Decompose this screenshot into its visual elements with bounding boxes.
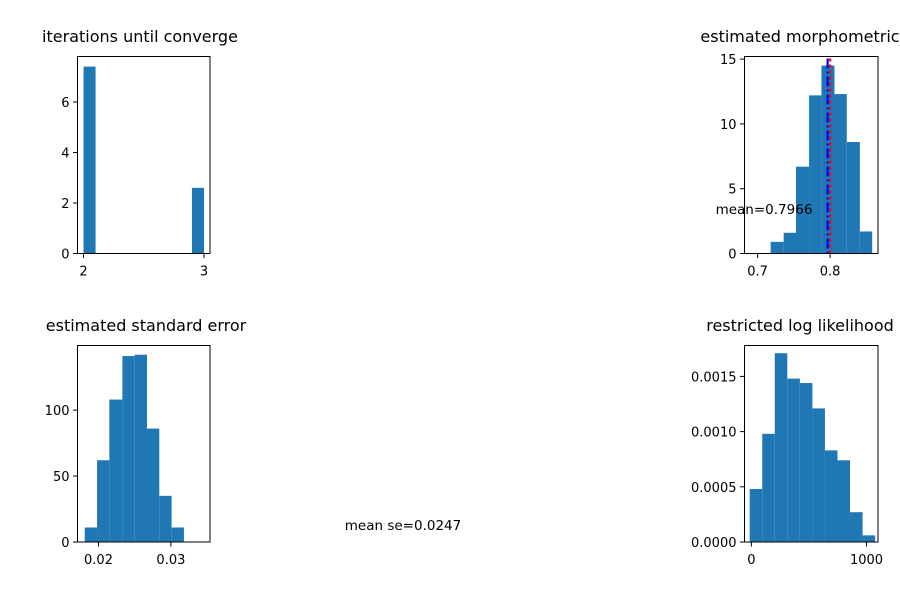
y-tick-label: 0: [61, 536, 69, 551]
histogram-bar: [171, 527, 184, 542]
x-tick-label: 0: [747, 553, 755, 568]
histogram-bar: [783, 232, 797, 254]
y-tick-label: 0.0015: [691, 370, 737, 385]
histogram-bar: [770, 241, 784, 254]
x-tick-label: 3: [200, 265, 208, 280]
subplot-title: estimated morphometric: [700, 27, 899, 46]
x-tick-label: 2: [79, 265, 87, 280]
histogram-bar: [97, 460, 110, 542]
histogram-bar: [762, 433, 775, 542]
subplot-3: 0.02 0.03 0 50 100 estimated standard error: [45, 316, 247, 568]
mean-se-annotation: mean se=0.0247: [345, 518, 461, 534]
y-tick-label: 0: [61, 248, 69, 263]
y-tick-label: 5: [728, 183, 736, 198]
subplot-4: 0 1000 0.0000 0.0005 0.0010 0.0015 restricted …: [691, 316, 894, 568]
histogram-bar: [774, 353, 788, 542]
histogram-bar: [859, 231, 873, 254]
y-tick-label: 0.0010: [691, 426, 737, 441]
axes-frame: [744, 56, 879, 254]
histogram-bar: [862, 535, 876, 542]
mean-annotation: mean=0.7966: [716, 202, 813, 218]
y-tick-label: 4: [61, 146, 69, 161]
axes-frame: [77, 345, 211, 543]
y-tick-label: 0: [728, 248, 736, 263]
y-tick-label: 15: [720, 53, 737, 68]
histogram-bar: [787, 378, 800, 542]
histogram-bar: [824, 450, 838, 542]
histogram-bar: [846, 142, 860, 254]
x-tick-label: 0.7: [747, 265, 768, 280]
subplot-title: estimated standard error: [46, 316, 247, 335]
histogram-bar: [83, 66, 96, 254]
histogram-bar: [109, 399, 123, 542]
y-tick-label: 100: [45, 404, 70, 419]
axes-frame: [77, 56, 211, 254]
histogram-bar: [809, 95, 822, 254]
y-tick-label: 0.0005: [691, 481, 737, 496]
y-tick-label: 50: [53, 470, 70, 485]
histogram-bar: [159, 495, 172, 542]
x-tick-label: 0.03: [156, 553, 185, 568]
y-tick-label: 0.0000: [691, 536, 737, 551]
axes-frame: [744, 345, 879, 543]
histogram-bar: [796, 166, 810, 254]
histogram-bar: [147, 428, 160, 542]
y-tick-label: 6: [61, 96, 69, 111]
histogram-bar: [749, 489, 763, 542]
histogram-bar: [812, 408, 825, 542]
subplot-2: 0.7 0.8 0 5 10 15 estimated morphometric mean=0…: [700, 27, 899, 280]
x-tick-label: 0.02: [84, 553, 113, 568]
histogram-bar: [191, 187, 204, 254]
y-tick-label: 10: [720, 118, 737, 133]
histogram-bar: [834, 94, 847, 254]
y-tick-label: 2: [61, 197, 69, 212]
x-tick-label: 1000: [850, 553, 883, 568]
histogram-bar: [84, 527, 98, 542]
histogram-bar: [122, 356, 135, 542]
histogram-bar: [799, 383, 813, 542]
histogram-bar: [837, 460, 851, 542]
x-tick-label: 0.8: [820, 265, 841, 280]
histogram-bar: [850, 512, 863, 542]
subplot-title: iterations until converge: [42, 27, 238, 46]
subplot-title: restricted log likelihood: [706, 316, 894, 335]
histogram-bar: [134, 354, 148, 542]
